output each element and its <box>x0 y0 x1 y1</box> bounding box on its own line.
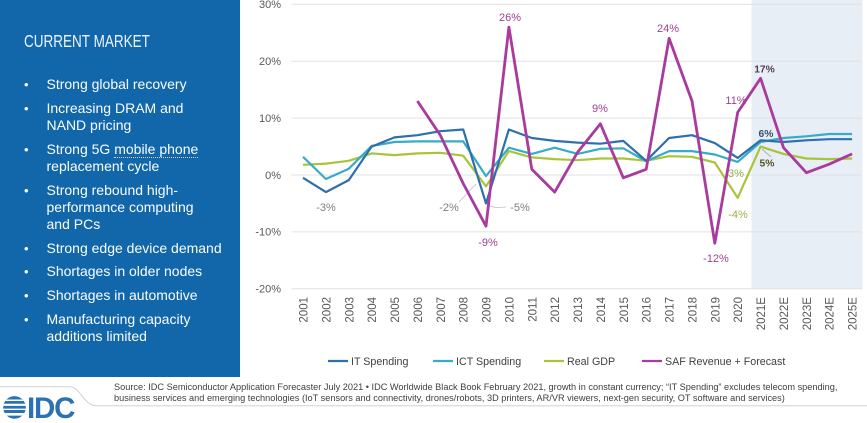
svg-text:Source: IDC Semiconductor Appl: Source: IDC Semiconductor Application Fo… <box>114 382 837 392</box>
svg-text:2017: 2017 <box>665 297 677 323</box>
svg-text:9%: 9% <box>592 103 608 115</box>
svg-text:24%: 24% <box>657 23 679 35</box>
svg-text:-2%: -2% <box>439 202 459 214</box>
svg-text:-9%: -9% <box>478 237 498 249</box>
svg-text:-20%: -20% <box>255 284 281 296</box>
svg-text:-10%: -10% <box>255 227 281 239</box>
svg-text:2008: 2008 <box>459 297 471 323</box>
svg-text:2015: 2015 <box>619 297 631 323</box>
svg-text:2009: 2009 <box>482 297 494 323</box>
svg-text:2007: 2007 <box>436 297 448 323</box>
svg-text:2006: 2006 <box>413 297 425 323</box>
svg-text:2012: 2012 <box>550 297 562 323</box>
svg-text:2019: 2019 <box>710 297 722 323</box>
svg-text:2001: 2001 <box>299 297 311 323</box>
svg-text:11%: 11% <box>725 95 746 107</box>
svg-text:20%: 20% <box>259 56 281 68</box>
svg-text:10%: 10% <box>259 113 281 125</box>
svg-text:IDC: IDC <box>27 392 75 423</box>
svg-text:2021E: 2021E <box>756 297 768 331</box>
svg-text:2016: 2016 <box>642 297 654 323</box>
svg-text:-12%: -12% <box>703 253 729 265</box>
svg-text:-3%: -3% <box>316 202 336 214</box>
svg-text:2018: 2018 <box>688 297 700 323</box>
svg-text:2011: 2011 <box>527 297 539 322</box>
svg-text:2010: 2010 <box>504 297 516 323</box>
svg-text:2002: 2002 <box>321 297 333 323</box>
svg-text:2020: 2020 <box>733 297 745 323</box>
svg-text:2004: 2004 <box>367 296 379 322</box>
svg-text:2023E: 2023E <box>802 297 814 331</box>
svg-text:2022E: 2022E <box>779 297 791 331</box>
svg-text:-4%: -4% <box>728 209 748 221</box>
svg-text:2025E: 2025E <box>848 297 860 331</box>
svg-text:6%: 6% <box>759 129 774 140</box>
svg-text:-5%: -5% <box>510 202 530 214</box>
svg-text:3%: 3% <box>728 168 744 180</box>
svg-text:2005: 2005 <box>390 297 402 323</box>
svg-text:26%: 26% <box>499 12 521 24</box>
svg-text:17%: 17% <box>754 65 775 76</box>
svg-text:business services and emerging: business services and emerging technolog… <box>114 393 785 403</box>
svg-text:30%: 30% <box>259 0 281 11</box>
svg-text:5%: 5% <box>760 159 775 170</box>
svg-text:IT Spending: IT Spending <box>351 356 408 368</box>
svg-text:2014: 2014 <box>596 296 608 322</box>
svg-text:2003: 2003 <box>344 297 356 323</box>
svg-text:2024E: 2024E <box>825 297 837 331</box>
svg-text:2013: 2013 <box>573 297 585 323</box>
svg-text:Real GDP: Real GDP <box>567 356 615 368</box>
svg-text:ICT Spending: ICT Spending <box>456 356 521 368</box>
svg-text:SAF Revenue + Forecast: SAF Revenue + Forecast <box>665 356 785 368</box>
svg-text:0%: 0% <box>265 170 281 182</box>
